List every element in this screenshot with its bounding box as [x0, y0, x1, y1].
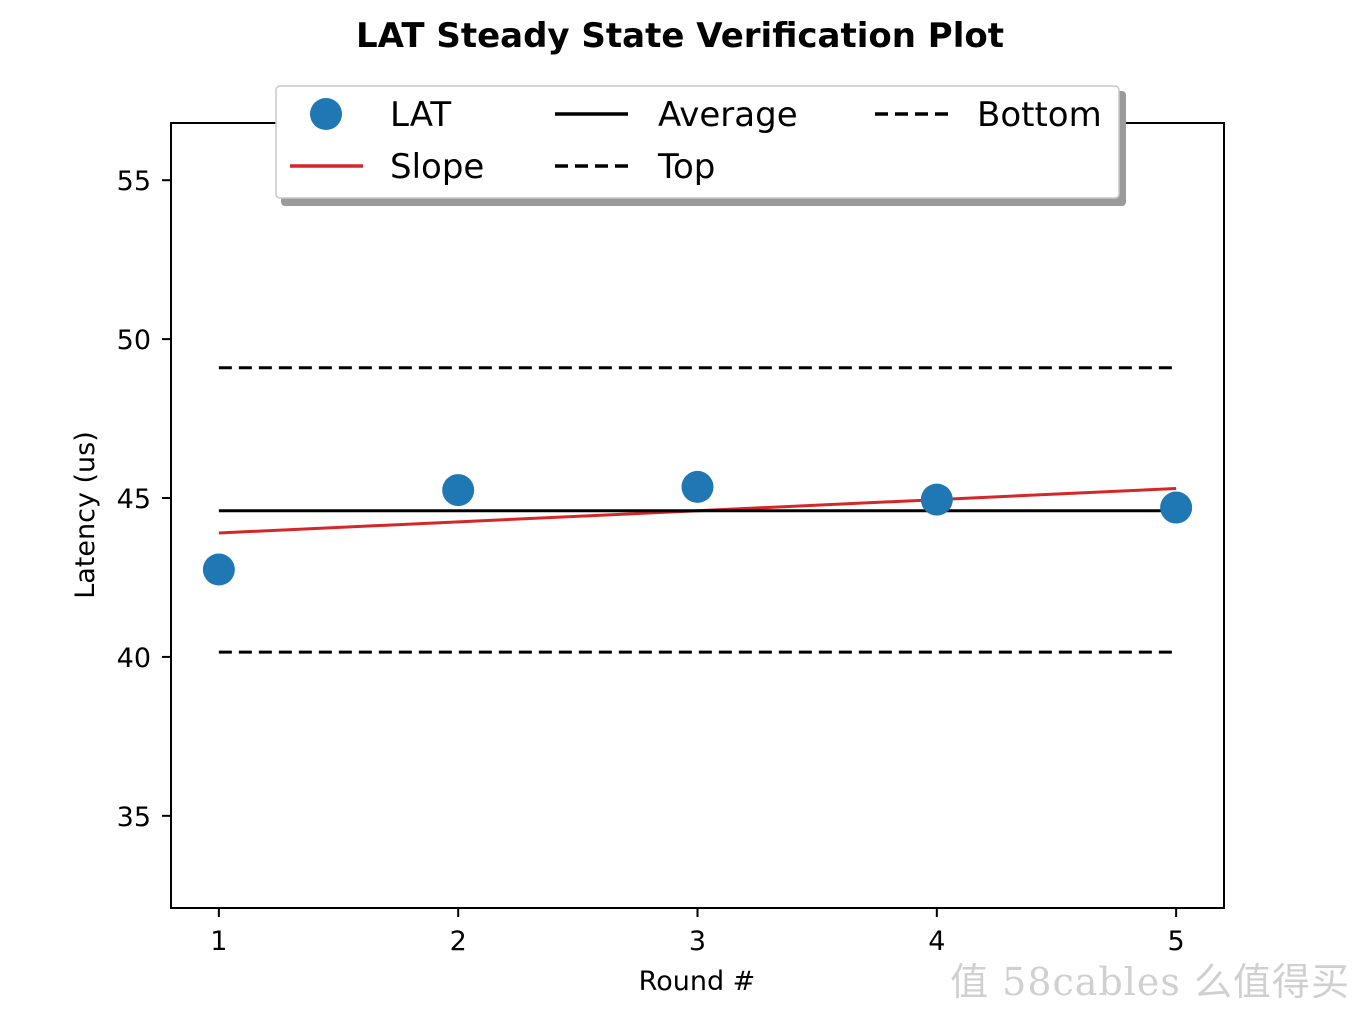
plot-area-frame	[170, 122, 1225, 909]
y-tick-label: 40	[117, 643, 151, 674]
lat-point	[442, 474, 475, 507]
lat-point	[920, 483, 953, 516]
chart-title: LAT Steady State Verification Plot	[356, 16, 1004, 56]
legend-bottom-label: Bottom	[977, 95, 1102, 135]
series-layer	[202, 366, 1193, 654]
y-axis-label: Latency (us)	[70, 431, 101, 599]
y-tick-label: 55	[117, 166, 151, 197]
x-tick-label: 3	[689, 926, 706, 957]
y-axis: 35 40 45 50 55	[117, 166, 171, 833]
x-tick-label: 1	[210, 926, 227, 957]
legend-average-label: Average	[658, 95, 798, 135]
y-tick-label: 50	[117, 325, 151, 356]
y-tick-label: 45	[117, 484, 151, 515]
x-axis: 1 2 3 4 5	[210, 908, 1185, 957]
lat-point	[681, 470, 714, 503]
lat-point	[1160, 491, 1193, 524]
watermark-text: 值 58cables 么值得买	[950, 960, 1350, 1004]
legend-slope-label: Slope	[390, 147, 484, 187]
y-tick-label: 35	[117, 802, 151, 833]
legend-lat-marker	[310, 98, 342, 130]
legend: LAT Slope Average Top Bottom	[275, 85, 1126, 206]
x-tick-label: 2	[450, 926, 467, 957]
x-axis-label: Round #	[639, 966, 756, 997]
legend-box	[275, 85, 1120, 199]
legend-lat-label: LAT	[390, 95, 451, 135]
x-tick-label: 4	[928, 926, 945, 957]
x-tick-label: 5	[1168, 926, 1185, 957]
legend-top-label: Top	[657, 147, 715, 187]
lat-point	[202, 553, 235, 586]
